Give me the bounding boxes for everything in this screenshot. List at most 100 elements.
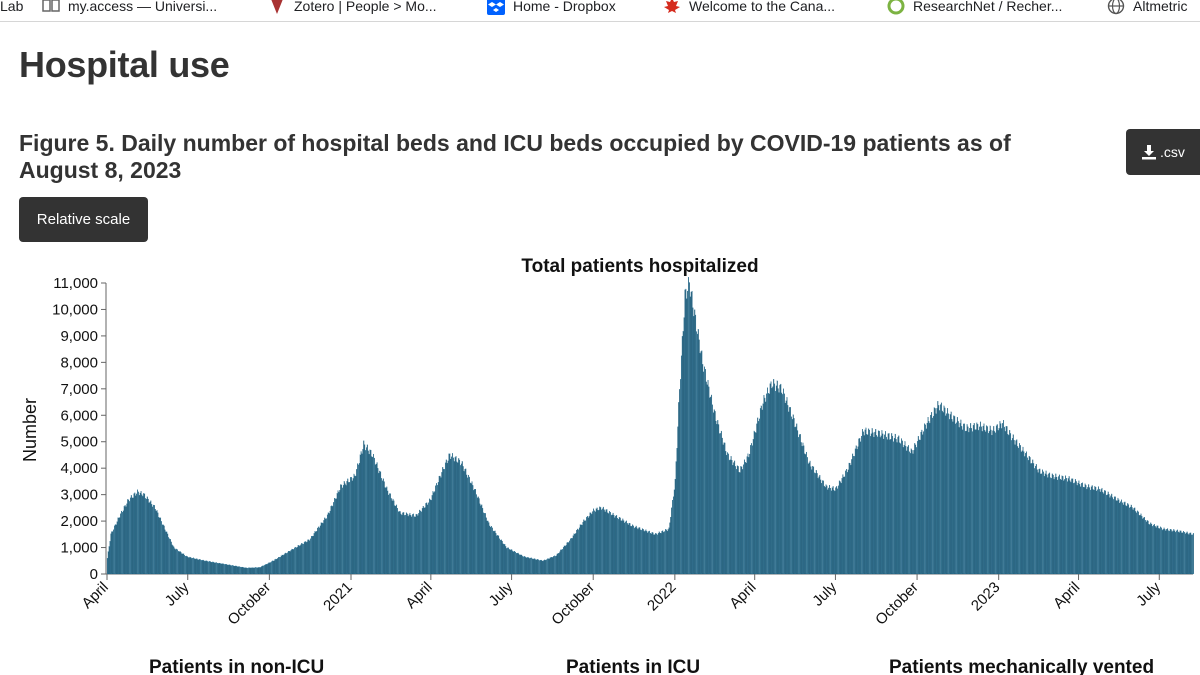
x-tick-label: July: [809, 578, 840, 609]
bar: [833, 490, 835, 575]
bar: [983, 423, 985, 575]
bar: [477, 496, 479, 575]
bar: [366, 444, 368, 575]
bar: [595, 508, 597, 575]
bar: [789, 407, 791, 575]
bar: [518, 554, 520, 575]
bar: [1050, 477, 1051, 575]
bar: [957, 421, 959, 575]
bar: [816, 473, 818, 575]
bar: [317, 527, 319, 575]
bar: [310, 536, 312, 575]
bar: [756, 423, 758, 575]
bar: [340, 484, 342, 575]
bar: [1001, 428, 1003, 575]
bar: [280, 555, 282, 575]
bar: [1081, 483, 1083, 575]
bar: [609, 511, 610, 575]
bar: [191, 558, 193, 575]
bar: [445, 459, 447, 575]
bar: [135, 495, 137, 575]
bar: [217, 563, 219, 575]
bar: [669, 522, 671, 575]
x-tick-label: April: [1050, 579, 1083, 612]
bar: [303, 543, 304, 575]
bar: [633, 528, 635, 575]
bookmark-lab[interactable]: Lab: [0, 0, 23, 14]
bar: [451, 456, 453, 575]
bookmark-dropbox[interactable]: Home - Dropbox: [487, 0, 616, 15]
bar: [874, 431, 876, 575]
bar: [306, 541, 308, 575]
bar: [1121, 499, 1122, 575]
bar: [220, 563, 222, 575]
bar: [818, 476, 820, 575]
bar: [981, 431, 983, 575]
bar: [832, 486, 834, 575]
bar: [169, 539, 171, 575]
x-tick-label: 2022: [644, 579, 680, 615]
bar: [1065, 475, 1067, 575]
bar: [932, 417, 933, 575]
bookmark-label: Lab: [0, 0, 24, 14]
bar: [984, 430, 986, 575]
bar: [510, 549, 512, 575]
bar: [298, 545, 300, 575]
bar: [658, 531, 660, 575]
relative-scale-button[interactable]: Relative scale: [19, 197, 148, 242]
bar: [213, 562, 215, 575]
bookmark-zotero[interactable]: Zotero | People > Mo...: [268, 0, 437, 15]
bar: [380, 471, 382, 575]
bar: [879, 437, 881, 575]
bar: [788, 411, 790, 575]
bar: [665, 529, 667, 575]
bar: [322, 523, 324, 575]
bar: [399, 511, 401, 575]
bar: [742, 469, 744, 575]
bar: [799, 434, 801, 575]
bar: [759, 408, 761, 575]
bar: [1130, 504, 1132, 575]
y-tick-label: 11,000: [53, 275, 98, 292]
bar: [872, 432, 874, 575]
bar: [962, 429, 964, 575]
bar: [487, 520, 489, 575]
bar: [876, 435, 878, 575]
bar: [278, 557, 280, 575]
bar: [499, 538, 500, 575]
bar: [782, 394, 784, 575]
bar: [611, 514, 613, 575]
bar: [398, 511, 400, 575]
bar: [823, 485, 825, 575]
download-csv-button[interactable]: .csv: [1126, 129, 1200, 175]
bar: [550, 557, 552, 575]
bar: [456, 461, 458, 575]
bar: [243, 567, 245, 575]
bar: [999, 421, 1001, 575]
bar: [252, 567, 254, 575]
bar: [774, 383, 776, 575]
bar: [533, 558, 535, 575]
download-icon: [1142, 145, 1157, 160]
bar: [267, 563, 269, 575]
bar: [341, 484, 343, 575]
bookmark-canada[interactable]: Welcome to the Cana...: [663, 0, 835, 15]
bar: [828, 487, 830, 575]
bar: [1127, 503, 1129, 575]
bar: [180, 552, 182, 575]
bar: [906, 450, 908, 575]
bar: [339, 490, 341, 575]
bar: [492, 530, 494, 575]
bar: [144, 493, 146, 575]
bar: [853, 456, 855, 575]
bar: [584, 520, 586, 575]
bar: [729, 459, 731, 575]
bookmark-researchnet[interactable]: ResearchNet / Recher...: [887, 0, 1062, 15]
bar: [490, 527, 492, 575]
bar: [205, 560, 207, 575]
bar: [1005, 426, 1007, 575]
bookmark-altmetric[interactable]: Altmetric: [1107, 0, 1187, 15]
bar: [1108, 494, 1110, 575]
bar: [1143, 517, 1145, 575]
bookmark-my-access[interactable]: my.access — Universi...: [42, 0, 217, 15]
